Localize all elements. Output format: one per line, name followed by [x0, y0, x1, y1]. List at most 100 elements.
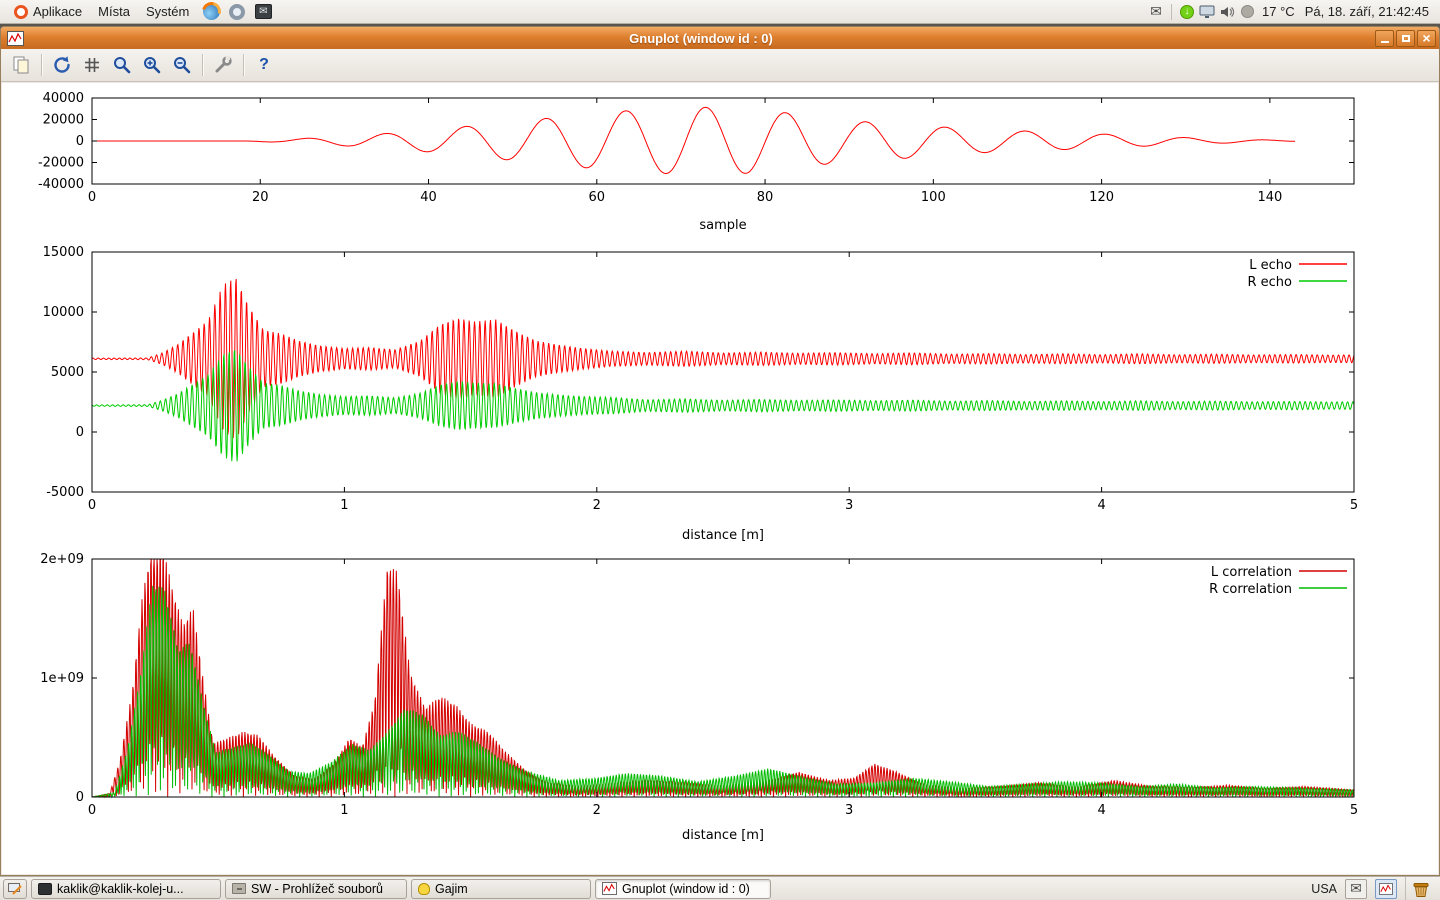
gnuplot-icon	[602, 882, 617, 895]
x-axis-label: sample	[699, 218, 746, 233]
x-tick-label: 80	[757, 190, 774, 205]
x-tick-label: 20	[252, 190, 269, 205]
taskbar-mail-applet[interactable]	[1345, 878, 1367, 899]
y-tick-label: 1e+09	[40, 671, 84, 686]
plot-canvas: 0 20 40 60 80 100 120 140 -40000 -20000 0 20000 4000…	[2, 83, 1438, 874]
file-browser-icon	[232, 883, 246, 894]
series-r-correlation	[91, 585, 1354, 799]
task-button-terminal[interactable]: kaklik@kaklik-kolej-u...	[31, 878, 221, 899]
tray-volume-icon[interactable]	[1217, 2, 1237, 22]
panel-right: 17 °C Pá, 18. září, 21:42:45	[1146, 0, 1434, 23]
show-desktop-button[interactable]	[3, 878, 27, 899]
volume-icon	[1221, 6, 1235, 17]
menu-places[interactable]: Místa	[90, 0, 138, 23]
series-l-correlation	[92, 558, 1355, 799]
x-tick-label: 5	[1350, 803, 1358, 818]
x-tick-label: 3	[845, 498, 853, 513]
tray-mail-icon[interactable]	[1146, 2, 1166, 22]
x-tick-label: 4	[1097, 803, 1105, 818]
zoom-icon	[114, 57, 131, 74]
series-r-echo	[91, 350, 1355, 462]
plot-border	[91, 251, 1355, 493]
task-button-file-browser[interactable]: SW - Prohlížeč souborů	[225, 878, 407, 899]
plot-border	[91, 558, 1355, 798]
help-launcher[interactable]	[225, 1, 249, 23]
tray-updates-icon[interactable]	[1177, 2, 1197, 22]
zoom-in-button[interactable]	[138, 52, 166, 78]
copy-button[interactable]	[7, 52, 35, 78]
x-tick-label: 5	[1350, 498, 1358, 513]
x-tick-label: 0	[88, 190, 96, 205]
gnuplot-toolbar	[1, 49, 1439, 82]
mail-launcher[interactable]	[251, 1, 275, 23]
trash-applet[interactable]	[1405, 876, 1435, 900]
zoom-button[interactable]	[108, 52, 136, 78]
keyboard-layout-indicator[interactable]: USA	[1311, 881, 1337, 896]
y-tick-label: 5000	[51, 365, 84, 380]
minimize-button[interactable]	[1375, 29, 1394, 47]
x-tick-label: 140	[1257, 190, 1282, 205]
toolbar-separator	[41, 54, 42, 76]
y-tick-label: 40000	[43, 91, 84, 106]
task-button-gnuplot[interactable]: Gnuplot (window id : 0)	[595, 878, 771, 899]
task-button-label: Gajim	[435, 881, 468, 896]
mail-icon	[254, 4, 272, 19]
taskbar-gnuplot-tray[interactable]	[1375, 878, 1397, 899]
task-button-gajim[interactable]: Gajim	[411, 878, 591, 899]
task-button-label: kaklik@kaklik-kolej-u...	[57, 881, 184, 896]
menu-places-label: Místa	[98, 4, 130, 19]
taskbar: kaklik@kaklik-kolej-u... SW - Prohlížeč …	[0, 876, 1440, 900]
taskbar-right: USA	[1311, 876, 1437, 900]
x-tick-label: 60	[589, 190, 606, 205]
mail-icon	[1350, 880, 1362, 897]
legend-label: R correlation	[1209, 582, 1292, 597]
terminal-icon	[38, 882, 52, 895]
y-tick-label: 0	[76, 134, 84, 149]
chart-waveform: 0 20 40 60 80 100 120 140 -40000 -20000 0 20000 4000…	[2, 84, 1438, 237]
refresh-button[interactable]	[48, 52, 76, 78]
clock[interactable]: Pá, 18. září, 21:42:45	[1304, 4, 1429, 19]
menu-system[interactable]: Systém	[138, 0, 197, 23]
maximize-button[interactable]	[1396, 29, 1415, 47]
temperature-indicator[interactable]: 17 °C	[1262, 4, 1295, 19]
x-tick-label: 0	[88, 803, 96, 818]
tray-separator	[1171, 3, 1173, 20]
firefox-launcher[interactable]	[199, 1, 223, 23]
x-tick-label: 0	[88, 498, 96, 513]
settings-button[interactable]	[209, 52, 237, 78]
x-tick-label: 3	[845, 803, 853, 818]
toolbar-separator	[243, 54, 244, 76]
zoom-out-icon	[174, 57, 191, 74]
titlebar[interactable]: Gnuplot (window id : 0)	[1, 27, 1439, 49]
top-panel: Aplikace Místa Systém	[0, 0, 1440, 24]
menu-applications[interactable]: Aplikace	[6, 0, 90, 23]
task-button-label: Gnuplot (window id : 0)	[622, 881, 750, 896]
trash-icon	[1413, 882, 1428, 897]
copy-icon	[13, 56, 29, 74]
series-l-echo	[91, 278, 1355, 439]
x-tick-label: 1	[340, 803, 348, 818]
chart-correlation: 0 1 2 3 4 5 0 1e+09 2e+09 distance [m] L correlati…	[2, 547, 1438, 847]
y-tick-label: -20000	[38, 156, 84, 171]
menu-applications-label: Aplikace	[33, 4, 83, 19]
tray-display-icon[interactable]	[1197, 2, 1217, 22]
y-tick-label: 15000	[43, 245, 84, 260]
y-tick-label: 20000	[43, 113, 84, 128]
x-tick-label: 100	[921, 190, 946, 205]
firefox-icon	[202, 3, 220, 20]
waveform-plot: 0 20 40 60 80 100 120 140 -40000 -20000 0 20000 4000…	[38, 91, 1355, 233]
weather-icon	[1240, 5, 1254, 18]
help-button[interactable]	[250, 52, 278, 78]
tray-weather-icon[interactable]	[1237, 2, 1257, 22]
display-icon	[1199, 5, 1215, 18]
show-desktop-icon	[8, 882, 22, 895]
grid-button[interactable]	[78, 52, 106, 78]
close-button[interactable]	[1417, 29, 1436, 47]
gnuplot-window-icon	[7, 30, 24, 46]
window-title: Gnuplot (window id : 0)	[629, 30, 773, 46]
zoom-out-button[interactable]	[168, 52, 196, 78]
updates-icon	[1180, 4, 1195, 19]
zoom-in-icon	[144, 57, 161, 74]
gnuplot-icon	[1379, 882, 1393, 895]
